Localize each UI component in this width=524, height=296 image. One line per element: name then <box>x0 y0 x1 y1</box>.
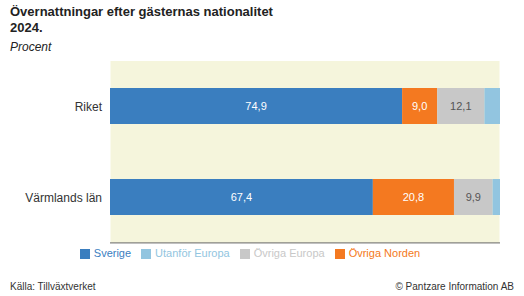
html-text:Övernattningar efter gästernas: Övernattningar efter gästernas nationali… <box>10 4 273 19</box>
html-text:Övriga Norden: Övriga Norden <box>348 246 421 259</box>
html-text:Övriga Europa: Övriga Europa <box>253 246 325 259</box>
svg-text:20,8: 20,8 <box>403 191 424 203</box>
svg-text:74,9: 74,9 <box>245 100 266 112</box>
svg-text:12,1: 12,1 <box>450 100 471 112</box>
svg-text:Värmlands län: Värmlands län <box>25 191 102 205</box>
svg-text:9,9: 9,9 <box>466 191 481 203</box>
html-text:© Pantzare Information AB: © Pantzare Information AB <box>395 281 514 292</box>
html-text:Procent: Procent <box>10 40 52 54</box>
svg-text:67,4: 67,4 <box>231 191 252 203</box>
html-text:Källa: Tillväxtverket: Källa: Tillväxtverket <box>10 281 96 292</box>
html-text:2024.: 2024. <box>10 20 43 35</box>
svg-text:9,0: 9,0 <box>412 100 427 112</box>
html-text:Utanför Europa: Utanför Europa <box>155 246 230 259</box>
svg-text:Riket: Riket <box>75 100 103 114</box>
html-text:Sverige: Sverige <box>93 246 132 259</box>
